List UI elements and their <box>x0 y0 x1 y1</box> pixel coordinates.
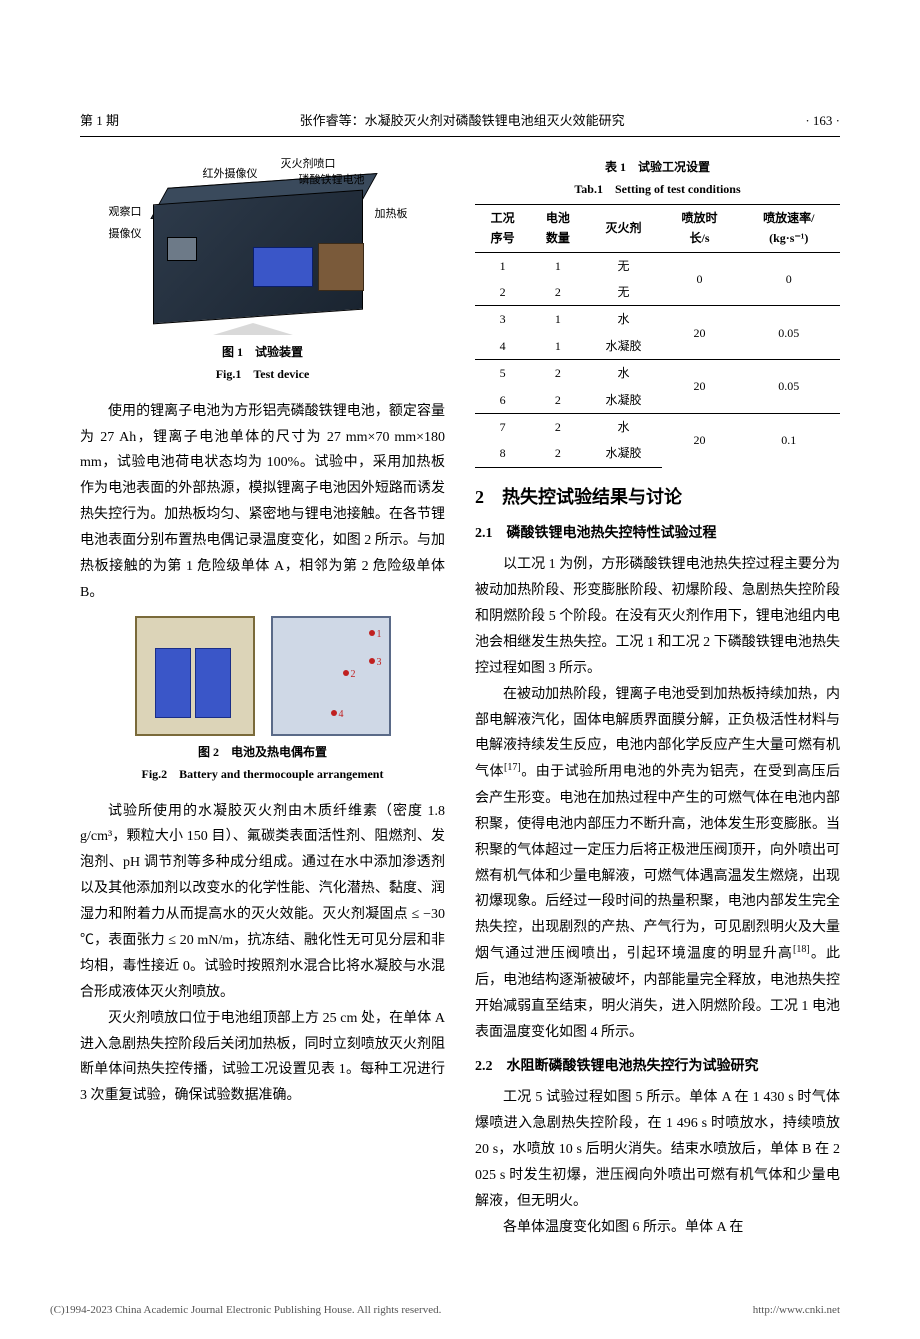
section-2-2-paragraph-1: 工况 5 试验过程如图 5 所示。单体 A 在 1 430 s 时气体爆喷进入急… <box>475 1085 840 1214</box>
device-viewport <box>167 237 197 261</box>
table-cell: 水凝胶 <box>586 387 662 414</box>
table-cell: 无 <box>586 252 662 279</box>
device-battery <box>253 247 313 287</box>
section-2-1-paragraph-2: 在被动加热阶段，锂离子电池受到加热板持续加热，内部电解液汽化，固体电解质界面膜分… <box>475 682 840 1046</box>
table-cell-rate: 0.1 <box>738 414 841 468</box>
left-paragraph-3: 灭火剂喷放口位于电池组顶部上方 25 cm 处，在单体 A 进入急剧热失控阶段后… <box>80 1006 445 1110</box>
label-viewport: 观察口 <box>109 203 142 222</box>
table-cell: 水凝胶 <box>586 333 662 360</box>
thermocouple-label: 2 <box>351 666 356 683</box>
battery-a <box>155 648 191 718</box>
thermocouple-label: 4 <box>339 706 344 723</box>
thermocouple-label: 3 <box>377 654 382 671</box>
table-cell: 7 <box>475 414 530 441</box>
table-1-header-row: 工况序号电池数量灭火剂喷放时长/s喷放速率/(kg·s⁻¹) <box>475 204 840 252</box>
table-cell: 水 <box>586 306 662 333</box>
table-1-body: 11无0022无31水200.0541水凝胶52水200.0562水凝胶72水2… <box>475 252 840 467</box>
table-cell: 2 <box>475 279 530 306</box>
table-header-cell: 灭火剂 <box>586 204 662 252</box>
figure-2: 1 2 3 4 图 2 电池及热电偶布置 Fig.2 Battery and ther… <box>80 616 445 785</box>
section-2-1-title: 2.1 磷酸铁锂电池热失控特性试验过程 <box>475 522 840 546</box>
table-cell: 1 <box>530 252 585 279</box>
table-cell: 2 <box>530 387 585 414</box>
table-header-cell: 喷放速率/(kg·s⁻¹) <box>738 204 841 252</box>
table-cell: 2 <box>530 279 585 306</box>
table-cell: 1 <box>530 333 585 360</box>
thermocouple-label: 1 <box>377 626 382 643</box>
table-cell: 8 <box>475 440 530 467</box>
table-cell-rate: 0.05 <box>738 306 841 360</box>
figure-2-graphic: 1 2 3 4 <box>80 616 445 736</box>
thermocouple-point <box>369 658 375 664</box>
left-column: 红外摄像仪 灭火剂喷口 磷酸铁锂电池 观察口 摄像仪 加热板 图 1 试验装置 … <box>80 157 445 1240</box>
table-cell-rate: 0 <box>738 252 841 306</box>
table-cell: 2 <box>530 440 585 467</box>
table-row: 11无00 <box>475 252 840 279</box>
table-cell-rate: 0.05 <box>738 360 841 414</box>
table-cell: 无 <box>586 279 662 306</box>
table-cell: 2 <box>530 414 585 441</box>
left-paragraph-2: 试验所使用的水凝胶灭火剂由木质纤维素（密度 1.8 g/cm³，颗粒大小 150… <box>80 799 445 1006</box>
right-column: 表 1 试验工况设置 Tab.1 Setting of test conditi… <box>475 157 840 1240</box>
table-row: 31水200.05 <box>475 306 840 333</box>
footer-copyright: (C)1994-2023 China Academic Journal Elec… <box>50 1301 441 1320</box>
table-1: 工况序号电池数量灭火剂喷放时长/s喷放速率/(kg·s⁻¹) 11无0022无3… <box>475 204 840 468</box>
citation-18: [18] <box>793 944 810 955</box>
table-1-caption-en: Tab.1 Setting of test conditions <box>475 179 840 199</box>
label-infrared: 红外摄像仪 <box>203 165 258 184</box>
label-heater: 加热板 <box>375 205 408 224</box>
table-cell: 3 <box>475 306 530 333</box>
figure-2-left-panel <box>135 616 255 736</box>
table-cell: 1 <box>475 252 530 279</box>
table-cell: 6 <box>475 387 530 414</box>
figure-2-caption-cn: 图 2 电池及热电偶布置 <box>80 742 445 762</box>
table-cell-duration: 20 <box>662 414 738 468</box>
page-content: 第 1 期 张作睿等：水凝胶灭火剂对磷酸铁锂电池组灭火效能研究 · 163 · … <box>0 0 920 1281</box>
table-cell: 5 <box>475 360 530 387</box>
left-paragraph-1: 使用的锂离子电池为方形铝壳磷酸铁锂电池，额定容量为 27 Ah，锂离子电池单体的… <box>80 399 445 606</box>
section-2-2-paragraph-2: 各单体温度变化如图 6 所示。单体 A 在 <box>475 1215 840 1241</box>
issue-number: 第 1 期 <box>80 110 119 132</box>
table-cell-duration: 20 <box>662 306 738 360</box>
two-column-layout: 红外摄像仪 灭火剂喷口 磷酸铁锂电池 观察口 摄像仪 加热板 图 1 试验装置 … <box>80 157 840 1240</box>
table-cell: 4 <box>475 333 530 360</box>
table-cell: 水 <box>586 360 662 387</box>
table-cell-duration: 20 <box>662 360 738 414</box>
figure-1-caption-cn: 图 1 试验装置 <box>80 342 445 362</box>
table-header-cell: 喷放时长/s <box>662 204 738 252</box>
table-cell-duration: 0 <box>662 252 738 306</box>
label-camera: 摄像仪 <box>109 225 142 244</box>
label-battery: 磷酸铁锂电池 <box>299 171 365 190</box>
table-header-cell: 工况序号 <box>475 204 530 252</box>
camera-cone-icon <box>213 323 293 335</box>
thermocouple-point <box>343 670 349 676</box>
figure-2-caption-en: Fig.2 Battery and thermocouple arrangeme… <box>80 764 445 784</box>
table-cell: 水凝胶 <box>586 440 662 467</box>
table-header-cell: 电池数量 <box>530 204 585 252</box>
battery-b <box>195 648 231 718</box>
table-cell: 1 <box>530 306 585 333</box>
figure-1: 红外摄像仪 灭火剂喷口 磷酸铁锂电池 观察口 摄像仪 加热板 图 1 试验装置 … <box>80 167 445 385</box>
figure-1-caption-en: Fig.1 Test device <box>80 364 445 384</box>
table-cell: 水 <box>586 414 662 441</box>
table-row: 72水200.1 <box>475 414 840 441</box>
section-2-2-title: 2.2 水阻断磷酸铁锂电池热失控行为试验研究 <box>475 1055 840 1079</box>
section-2-1-paragraph-1: 以工况 1 为例，方形磷酸铁锂电池热失控过程主要分为被动加热阶段、形变膨胀阶段、… <box>475 552 840 681</box>
page-footer: (C)1994-2023 China Academic Journal Elec… <box>0 1281 920 1339</box>
thermocouple-point <box>369 630 375 636</box>
device-heater <box>318 243 364 291</box>
table-cell: 2 <box>530 360 585 387</box>
s21-p2-part-b: 。由于试验所用电池的外壳为铝壳，在受到高压后会产生形变。电池在加热过程中产生的可… <box>475 765 840 962</box>
table-1-caption-cn: 表 1 试验工况设置 <box>475 157 840 177</box>
figure-2-right-panel: 1 2 3 4 <box>271 616 391 736</box>
running-title: 张作睿等：水凝胶灭火剂对磷酸铁锂电池组灭火效能研究 <box>300 110 625 132</box>
page-number: · 163 · <box>805 110 840 132</box>
section-2-title: 2 热失控试验结果与讨论 <box>475 482 840 513</box>
running-header: 第 1 期 张作睿等：水凝胶灭火剂对磷酸铁锂电池组灭火效能研究 · 163 · <box>80 110 840 137</box>
citation-17: [17] <box>504 762 521 773</box>
table-row: 52水200.05 <box>475 360 840 387</box>
thermocouple-point <box>331 710 337 716</box>
footer-url: http://www.cnki.net <box>753 1301 840 1320</box>
figure-1-graphic: 红外摄像仪 灭火剂喷口 磷酸铁锂电池 观察口 摄像仪 加热板 <box>113 167 413 327</box>
